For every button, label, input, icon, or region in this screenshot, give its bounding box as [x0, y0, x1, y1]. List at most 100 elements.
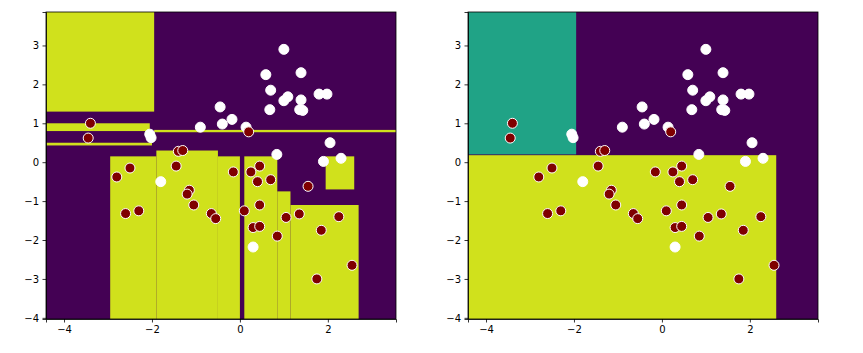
decision-region: [290, 205, 358, 319]
frame: [46, 12, 396, 319]
point: [195, 122, 205, 132]
decision-region: [46, 12, 154, 112]
tick-label: −4: [24, 313, 39, 324]
y-axis: −4−3−2−10123: [24, 13, 46, 324]
point: [227, 114, 237, 124]
point: [677, 221, 687, 231]
tick-label: −4: [446, 313, 461, 324]
point: [677, 161, 687, 171]
tick-label: 2: [325, 324, 331, 335]
point: [281, 212, 291, 222]
point: [125, 163, 135, 173]
point: [668, 167, 678, 177]
plot-area: [46, 12, 396, 319]
tick-label: 3: [455, 40, 461, 51]
tick-mark: [152, 319, 153, 323]
point: [85, 118, 95, 128]
decision-region: [154, 130, 396, 132]
decision-region: [156, 151, 218, 319]
point: [694, 231, 704, 241]
tick-mark: [43, 123, 47, 124]
tick-label: 2: [33, 79, 39, 90]
point: [740, 156, 750, 166]
point: [215, 102, 225, 112]
tick: 2: [455, 79, 468, 90]
tick-label: 0: [659, 324, 665, 335]
point: [543, 209, 553, 219]
point: [296, 68, 306, 78]
point: [279, 44, 289, 54]
axis-line: [469, 320, 819, 323]
decision-region: [218, 156, 240, 319]
tick-label: −1: [24, 196, 39, 207]
point: [661, 206, 671, 216]
tick-mark: [43, 84, 47, 85]
point: [347, 260, 357, 270]
tick-mark: [750, 319, 751, 323]
point: [334, 212, 344, 222]
point: [756, 212, 766, 222]
point: [171, 161, 181, 171]
point: [687, 105, 697, 115]
tick-label: 3: [33, 40, 39, 51]
tick-label: −4: [57, 324, 72, 335]
tick: 1: [455, 118, 468, 129]
point: [255, 221, 265, 231]
point: [266, 175, 276, 185]
point: [146, 133, 156, 143]
tick: −3: [446, 274, 468, 285]
point: [683, 70, 693, 80]
tick: −2: [446, 235, 468, 246]
point: [688, 175, 698, 185]
decision-region: [468, 12, 576, 154]
point: [650, 167, 660, 177]
point: [701, 96, 711, 106]
point: [725, 181, 735, 191]
point: [720, 105, 730, 115]
panel: −4−202−4−3−2−10123: [24, 12, 396, 335]
tick-mark: [465, 318, 469, 319]
background-region: [46, 12, 396, 319]
tick: −2: [24, 235, 46, 246]
tick-label: 0: [237, 324, 243, 335]
decision-region: [46, 123, 150, 131]
tick-label: 1: [33, 118, 39, 129]
tick-label: 2: [747, 324, 753, 335]
point: [228, 167, 238, 177]
point: [611, 200, 621, 210]
point: [578, 177, 588, 187]
decision-region: [110, 156, 156, 319]
point: [322, 89, 332, 99]
point: [556, 206, 566, 216]
tick-mark: [43, 318, 47, 319]
point: [716, 209, 726, 219]
tick-label: −3: [24, 274, 39, 285]
axis-line: [47, 320, 397, 323]
tick-label: −1: [446, 196, 461, 207]
decision-region: [277, 191, 290, 319]
point: [568, 133, 578, 143]
point: [248, 242, 258, 252]
background-region: [468, 12, 818, 319]
point: [298, 105, 308, 115]
point: [279, 96, 289, 106]
point: [600, 146, 610, 156]
tick-label: −2: [567, 324, 582, 335]
point: [217, 119, 227, 129]
tick-mark: [486, 319, 487, 323]
tick-mark: [240, 319, 241, 323]
point: [718, 95, 728, 105]
tick-mark: [465, 45, 469, 46]
tick: −2: [145, 319, 160, 335]
point: [189, 200, 199, 210]
point: [265, 105, 275, 115]
point: [688, 85, 698, 95]
point: [255, 200, 265, 210]
tick-mark: [43, 201, 47, 202]
point: [266, 85, 276, 95]
tick: −3: [24, 274, 46, 285]
point: [738, 225, 748, 235]
point: [318, 156, 328, 166]
point: [758, 153, 768, 163]
tick: −1: [24, 196, 46, 207]
